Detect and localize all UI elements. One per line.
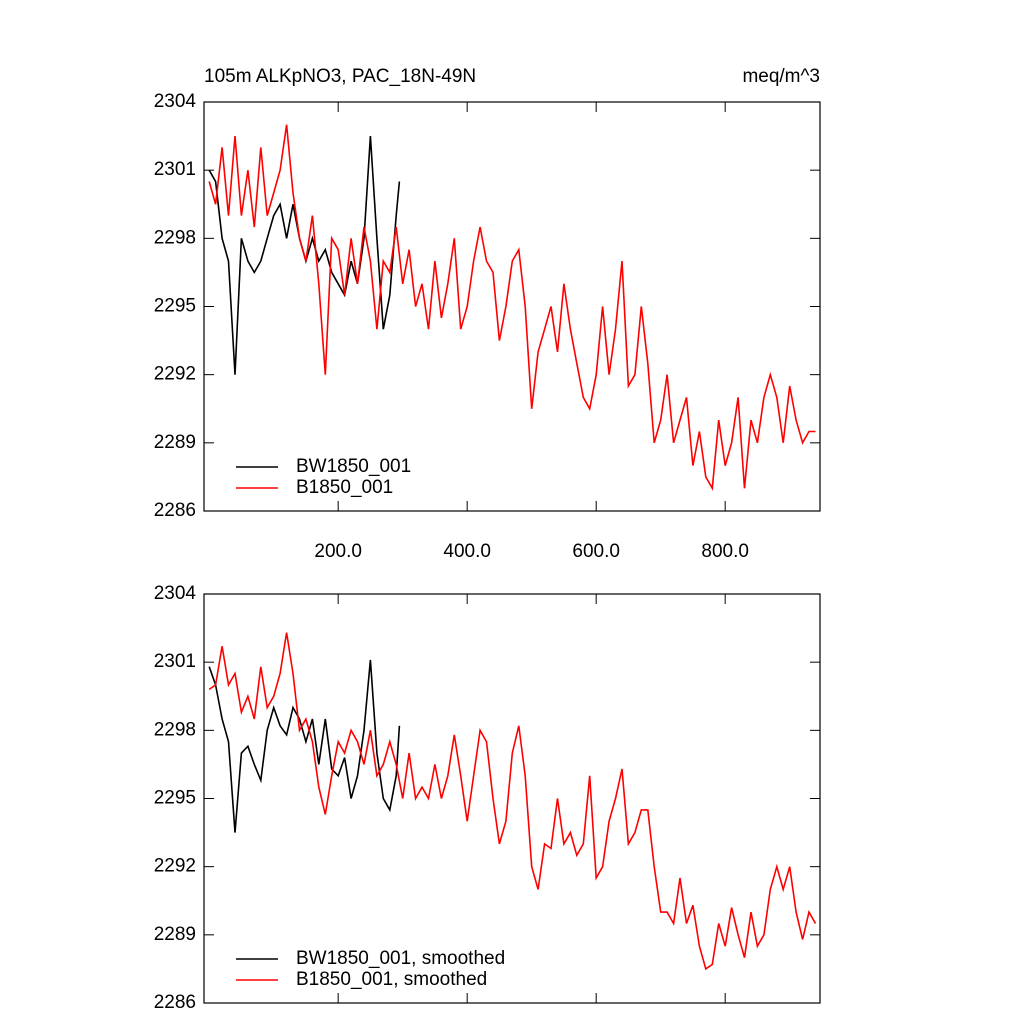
data-line xyxy=(208,659,401,833)
x-tick-label: 600.0 xyxy=(572,541,620,562)
y-tick-label: 2304 xyxy=(154,583,197,604)
y-tick-label: 2292 xyxy=(154,856,196,877)
chart-title: 105m ALKpNO3, PAC_18N-49N xyxy=(204,66,476,87)
y-tick-label: 2286 xyxy=(154,500,196,521)
y-tick-label: 2289 xyxy=(154,432,196,453)
plot-frame xyxy=(203,101,821,512)
legend-label: B1850_001 xyxy=(296,477,393,498)
y-tick-label: 2292 xyxy=(154,364,196,385)
y-tick-label: 2298 xyxy=(154,227,196,248)
units-label: meq/m^3 xyxy=(742,66,820,87)
y-tick-label: 2295 xyxy=(154,296,196,317)
x-tick-label: 800.0 xyxy=(701,541,749,562)
legend-label: B1850_001, smoothed xyxy=(296,969,487,990)
y-tick-label: 2304 xyxy=(154,91,197,112)
y-tick-label: 2286 xyxy=(154,992,196,1013)
legend-label: BW1850_001 xyxy=(296,456,411,477)
y-tick-label: 2301 xyxy=(154,159,196,180)
y-tick-label: 2295 xyxy=(154,788,196,809)
x-tick-label: 200.0 xyxy=(314,541,362,562)
data-line xyxy=(208,632,817,971)
data-line xyxy=(208,124,816,491)
x-tick-label: 400.0 xyxy=(443,541,491,562)
legend-label: BW1850_001, smoothed xyxy=(296,948,505,969)
plot-frame xyxy=(203,593,821,1004)
y-tick-label: 2289 xyxy=(154,924,196,945)
y-tick-label: 2298 xyxy=(154,719,196,740)
y-tick-label: 2301 xyxy=(154,651,196,672)
